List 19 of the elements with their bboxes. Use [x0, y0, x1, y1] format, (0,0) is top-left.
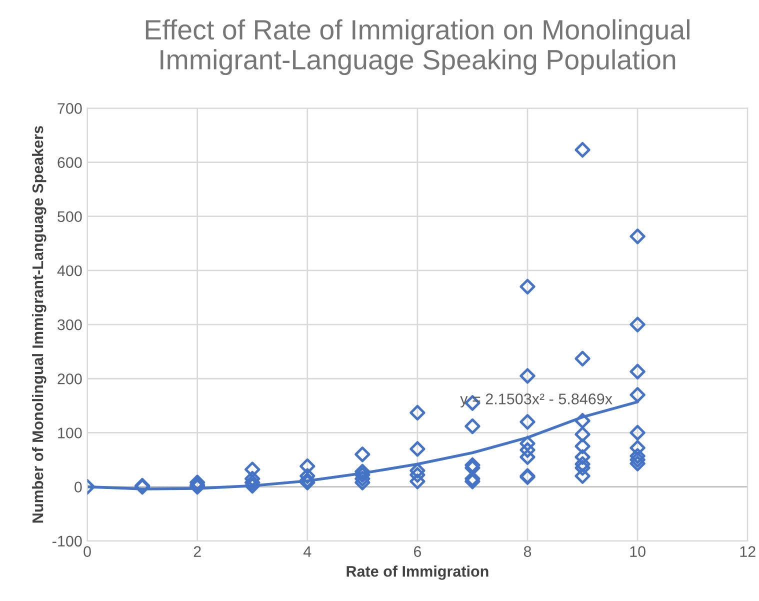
- x-tick-label: 6: [414, 546, 422, 557]
- x-tick-label: 2: [194, 546, 201, 557]
- y-tick-label: 200: [58, 374, 82, 384]
- y-tick-label: 0: [74, 482, 82, 492]
- y-tick-label: -100: [52, 536, 82, 547]
- y-tick-label: 300: [58, 319, 82, 330]
- y-axis-title: Number of Monolingual Immigrant-Language Speakers: [32, 126, 46, 523]
- x-tick-label: 8: [524, 546, 532, 557]
- x-tick-label: 10: [630, 546, 646, 557]
- y-tick-label: 500: [58, 211, 82, 222]
- y-tick-label: 600: [58, 157, 82, 168]
- chart-title: Effect of Rate of Immigration on Monolingual Immigrant-Language Speaking Population: [146, 19, 690, 76]
- y-tick-label: 400: [57, 265, 82, 276]
- x-tick-label: 12: [740, 546, 756, 557]
- y-tick-label: 700: [58, 103, 82, 114]
- x-axis-title: Rate of Immigration: [346, 566, 488, 580]
- y-tick-label: 100: [58, 428, 82, 438]
- x-tick-label: 4: [304, 546, 312, 557]
- x-tick-label: 0: [84, 546, 91, 557]
